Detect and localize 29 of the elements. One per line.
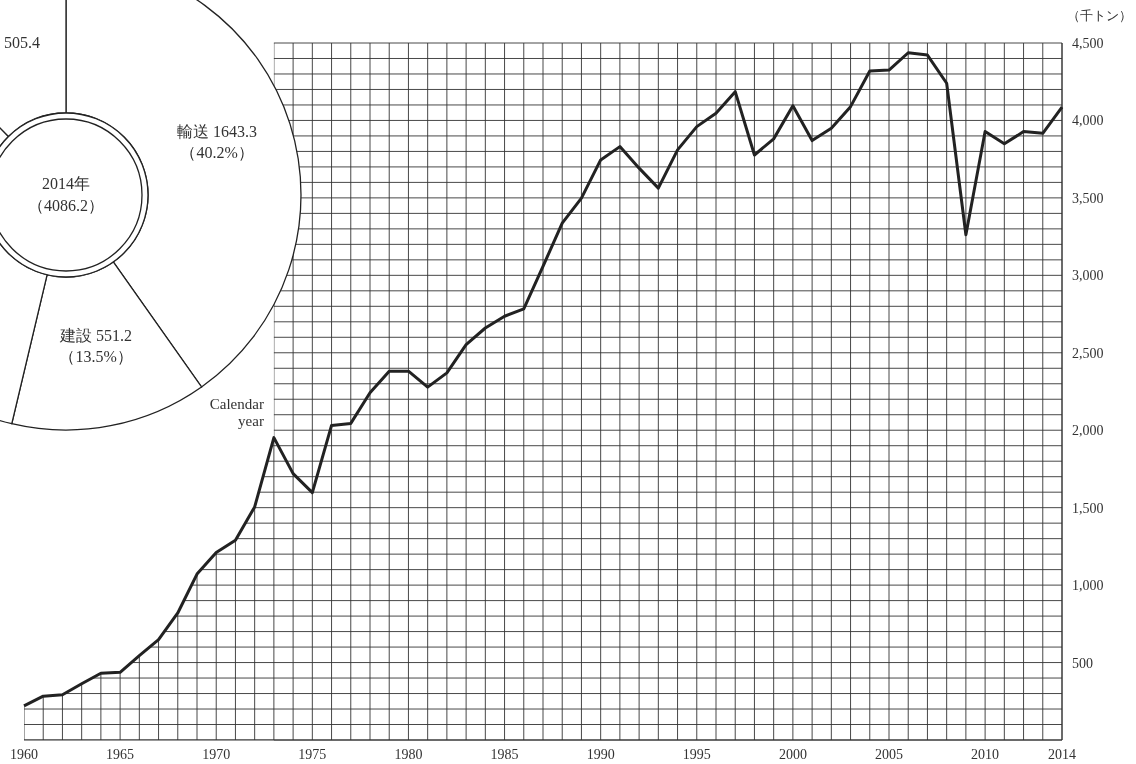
x-tick-label: 1980 [394,747,423,762]
annotation: Calendar year [209,395,264,429]
y-tick-label: 1,500 [1072,500,1104,516]
x-tick-label: 2010 [971,747,1000,762]
x-tick-label: 2000 [778,747,807,762]
y-tick-label: 1,000 [1072,578,1104,594]
y-tick-label: 3,000 [1072,268,1104,284]
slice-label: 建設 551.2 （13.5%） [59,326,133,365]
y-axis-title: （千トン） [1067,8,1132,23]
y-tick-label: 4,500 [1072,36,1104,51]
text: （4086.2） [28,197,104,214]
text: 2014年 [42,175,90,192]
x-tick-label: 1995 [682,747,711,762]
y-tick-label: 2,000 [1072,423,1104,439]
x-tick-label: 2014 [1048,747,1076,762]
x-tick-label: 1975 [298,747,327,762]
x-tick-label: 1990 [586,747,615,762]
x-tick-label: 2005 [875,747,903,762]
y-tick-label: 4,000 [1072,113,1104,129]
y-tick-label: 500 [1072,655,1093,671]
y-tick-label: 2,500 [1072,345,1104,361]
slice-label: 輸送 1643.3 （40.2%） [177,123,258,162]
y-tick-label: 3,500 [1072,190,1104,206]
x-tick-label: 1965 [106,747,135,762]
x-tick-label: 1960 [10,747,38,762]
data-label: 505.4 [4,34,40,52]
x-tick-label: 1985 [490,747,519,762]
x-tick-label: 1970 [202,747,231,762]
line-series [22,51,1064,708]
